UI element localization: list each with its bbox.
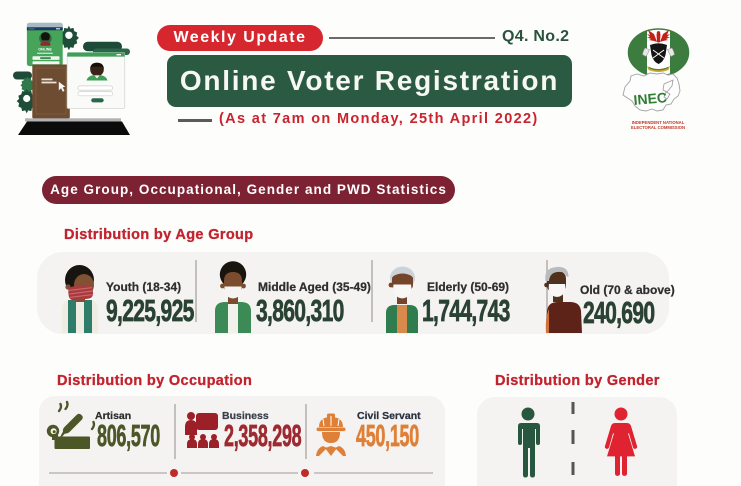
svg-text:INEC: INEC — [633, 89, 668, 108]
svg-text:ELECTORAL COMMISSION: ELECTORAL COMMISSION — [631, 125, 685, 130]
svg-text:ONLINE: ONLINE — [38, 48, 52, 52]
svg-text:INDEPENDENT NATIONAL: INDEPENDENT NATIONAL — [632, 120, 685, 125]
